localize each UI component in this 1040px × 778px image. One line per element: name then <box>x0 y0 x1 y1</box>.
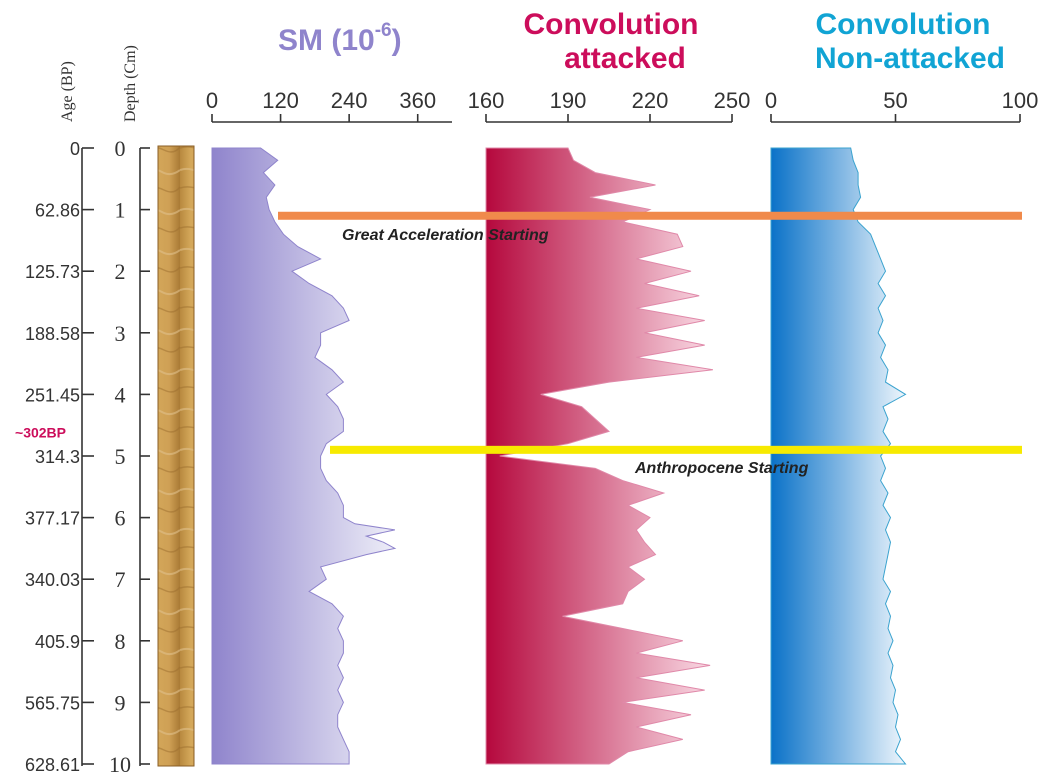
attacked-tick-label: 220 <box>632 88 669 113</box>
depth-tick-label: 2 <box>115 259 126 284</box>
depth-tick-label: 10 <box>109 752 131 777</box>
depth-axis-title: Depth (Cm) <box>122 45 139 122</box>
non-attacked-tick-label: 50 <box>883 88 907 113</box>
attacked-area-series <box>485 147 713 765</box>
sm-title-main: SM (10 <box>278 24 375 57</box>
sm-tick-label: 240 <box>331 88 368 113</box>
depth-tick-label: 3 <box>115 321 126 346</box>
non-attacked-tick-label: 0 <box>765 88 777 113</box>
depth-tick-label: 4 <box>115 382 126 407</box>
depth-tick-label: 5 <box>115 444 126 469</box>
age-tick-label: 314.3 <box>35 447 80 467</box>
non-attacked-area-series <box>770 147 907 765</box>
great-acceleration-label: Great Acceleration Starting <box>342 227 549 244</box>
age-tick-label: 340.03 <box>25 570 80 590</box>
age-tick-label: 251.45 <box>25 385 80 405</box>
depth-tick-label: 7 <box>115 567 126 592</box>
sediment-core-image <box>157 145 195 767</box>
non-attacked-title-line1: Convolution <box>816 8 991 41</box>
sm-title-close: ) <box>392 24 402 57</box>
age-tick-label: 188.58 <box>25 324 80 344</box>
depth-axis-ticks: 0 1 2 3 4 5 6 7 8 9 10 <box>109 136 150 777</box>
attacked-tick-label: 250 <box>714 88 751 113</box>
depth-tick-label: 8 <box>115 629 126 654</box>
age-tick-label: 628.61 <box>25 755 80 775</box>
attacked-tick-label: 190 <box>550 88 587 113</box>
great-acceleration-line <box>278 211 1022 220</box>
sm-area-series <box>211 147 397 765</box>
sm-tick-label: 360 <box>399 88 436 113</box>
age-tick-label: 377.17 <box>25 509 80 529</box>
age-tick-label: 565.75 <box>25 693 80 713</box>
sm-panel: 0 120 240 360 <box>206 88 452 765</box>
depth-tick-label: 1 <box>115 198 126 223</box>
sm-title: SM (10-6) <box>278 20 402 57</box>
attacked-tick-label: 160 <box>468 88 505 113</box>
attacked-title-line1: Convolution <box>524 8 699 41</box>
sm-tick-label: 0 <box>206 88 218 113</box>
depth-tick-label: 0 <box>115 136 126 161</box>
age-tick-label: 405.9 <box>35 632 80 652</box>
convolution-non-attacked-panel: 0 50 100 <box>765 88 1039 765</box>
non-attacked-title-line2: Non-attacked <box>815 42 1005 75</box>
sm-title-superscript: -6 <box>375 20 392 41</box>
convolution-attacked-panel: 160 190 220 250 <box>468 88 751 765</box>
depth-tick-label: 6 <box>115 506 126 531</box>
depth-tick-label: 9 <box>115 690 126 715</box>
age-marker-label: ~302BP <box>15 425 66 441</box>
sm-tick-label: 120 <box>262 88 299 113</box>
non-attacked-tick-label: 100 <box>1002 88 1039 113</box>
anthropocene-line <box>330 445 1022 454</box>
age-tick-label: 0 <box>70 139 80 159</box>
age-axis-ticks: 0 62.86 125.73 188.58 251.45 314.3 377.17 340.0… <box>15 139 94 775</box>
attacked-title-line2: attacked <box>564 42 686 75</box>
anthropocene-label: Anthropocene Starting <box>634 460 809 477</box>
age-tick-label: 62.86 <box>35 201 80 221</box>
age-axis-title: Age (BP) <box>59 61 76 122</box>
event-bands: Great Acceleration Starting Anthropocene … <box>278 211 1022 477</box>
age-tick-label: 125.73 <box>25 262 80 282</box>
